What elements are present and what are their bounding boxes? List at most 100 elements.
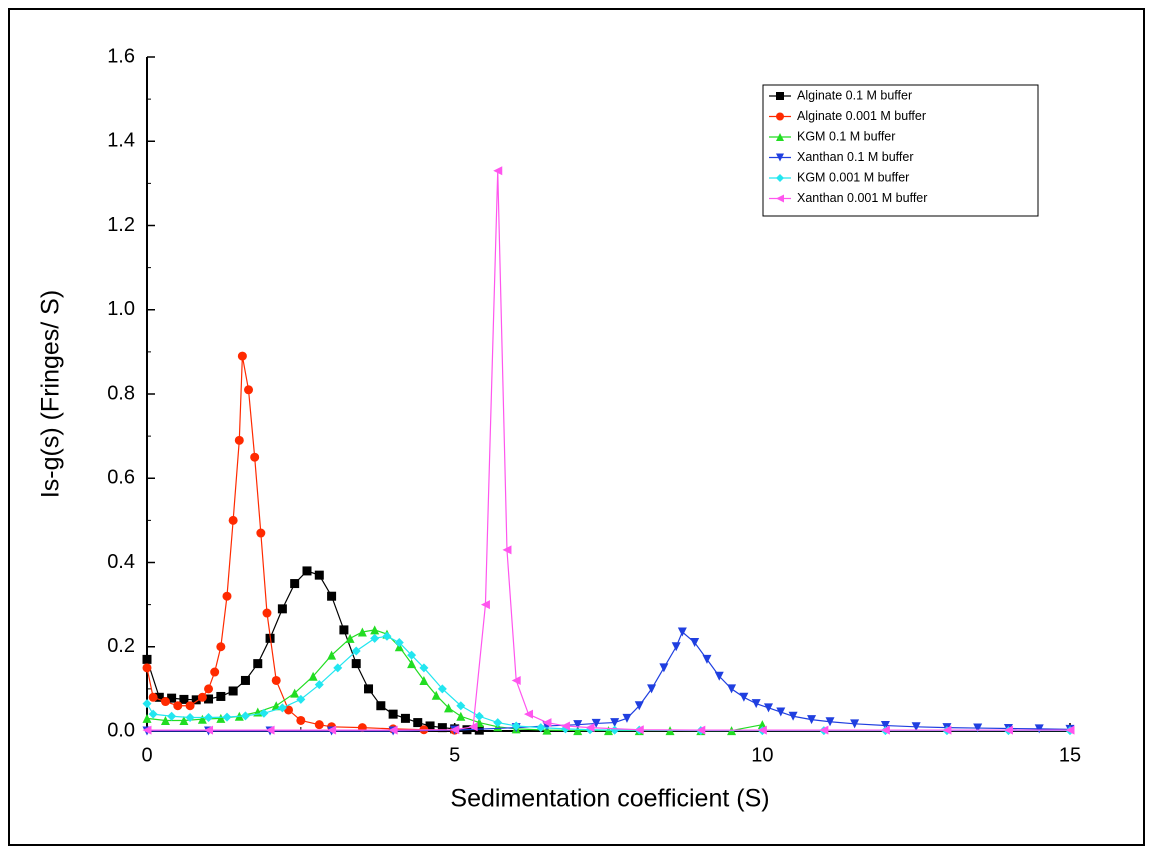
data-point (327, 650, 337, 660)
data-point (942, 725, 952, 735)
data-point (388, 709, 398, 719)
legend-label: Alginate 0.001 M buffer (797, 109, 926, 123)
data-point (308, 671, 318, 681)
data-point (339, 625, 349, 635)
data-point (573, 726, 583, 736)
data-point (696, 725, 706, 735)
y-axis-label: Is-g(s) (Fringes/ S) (37, 290, 65, 498)
data-point (727, 684, 737, 694)
data-point (714, 671, 724, 681)
data-point (314, 570, 324, 580)
data-point (807, 715, 817, 725)
data-point (160, 715, 170, 725)
x-tick-label: 10 (751, 744, 773, 766)
data-point (407, 650, 417, 660)
data-point (253, 659, 263, 669)
data-point (388, 725, 398, 735)
data-point (1003, 725, 1013, 735)
data-point (493, 718, 503, 728)
data-point (382, 631, 392, 641)
data-point (148, 709, 158, 719)
legend-label: KGM 0.001 M buffer (797, 170, 909, 184)
legend-marker (776, 133, 784, 141)
legend-marker (776, 112, 784, 121)
data-point (911, 722, 921, 732)
data-point (222, 712, 232, 722)
data-point (370, 625, 380, 635)
series-line (147, 631, 1071, 732)
data-point (351, 646, 361, 656)
data-point (345, 633, 355, 643)
data-point (277, 604, 287, 614)
data-point (739, 692, 749, 702)
data-point (185, 713, 195, 723)
data-point (240, 675, 250, 685)
data-point (364, 684, 374, 694)
data-point (647, 684, 657, 694)
data-point (277, 703, 287, 713)
data-point (671, 642, 681, 652)
data-point (290, 579, 300, 589)
data-point (204, 725, 214, 735)
data-point (314, 680, 324, 690)
data-point (351, 659, 361, 669)
data-point (407, 659, 417, 669)
data-point (167, 711, 177, 721)
data-point (450, 725, 460, 735)
data-point (244, 385, 254, 395)
x-tick-label: 0 (141, 744, 152, 766)
data-point (444, 703, 454, 713)
data-point (757, 725, 767, 735)
y-tick-label: 1.0 (107, 298, 135, 320)
data-point (142, 654, 152, 664)
data-point (659, 663, 669, 673)
data-point (185, 701, 195, 711)
data-point (394, 638, 404, 648)
data-point (468, 722, 478, 732)
data-point (702, 654, 712, 664)
data-point (327, 591, 337, 601)
y-tick-label: 1.4 (107, 130, 135, 152)
legend-label: Xanthan 0.1 M buffer (797, 150, 914, 164)
legend-marker (776, 194, 784, 203)
data-point (302, 566, 312, 576)
data-point (825, 717, 835, 727)
data-point (160, 697, 170, 707)
data-point (400, 713, 410, 723)
data-point (173, 701, 183, 711)
data-point (333, 663, 343, 673)
data-point (204, 684, 214, 694)
data-point (228, 515, 238, 525)
data-point (751, 699, 761, 709)
data-point (216, 713, 226, 723)
y-tick-label: 0.4 (107, 551, 135, 573)
data-point (142, 663, 152, 673)
x-tick-label: 15 (1059, 744, 1081, 766)
data-point (357, 627, 367, 637)
data-point (271, 675, 281, 685)
data-point (216, 691, 226, 701)
data-point (413, 718, 423, 728)
y-tick-label: 0.8 (107, 382, 135, 404)
data-point (690, 638, 700, 648)
data-point (179, 694, 189, 704)
legend-marker (776, 174, 784, 182)
data-point (437, 684, 447, 694)
data-point (142, 725, 152, 735)
data-point (850, 719, 860, 729)
data-point (250, 452, 260, 462)
data-point (591, 718, 601, 728)
data-point (542, 718, 552, 728)
legend-marker (776, 153, 784, 162)
data-point (456, 711, 466, 721)
data-point (610, 725, 620, 735)
data-point (265, 725, 275, 735)
x-tick-label: 5 (449, 744, 460, 766)
legend: Alginate 0.1 M buffer Alginate 0.001 M bu… (762, 84, 1039, 217)
data-point (1034, 724, 1044, 734)
data-point (197, 714, 207, 724)
legend-marker (776, 92, 784, 100)
data-point (880, 721, 890, 731)
data-point (419, 663, 429, 673)
